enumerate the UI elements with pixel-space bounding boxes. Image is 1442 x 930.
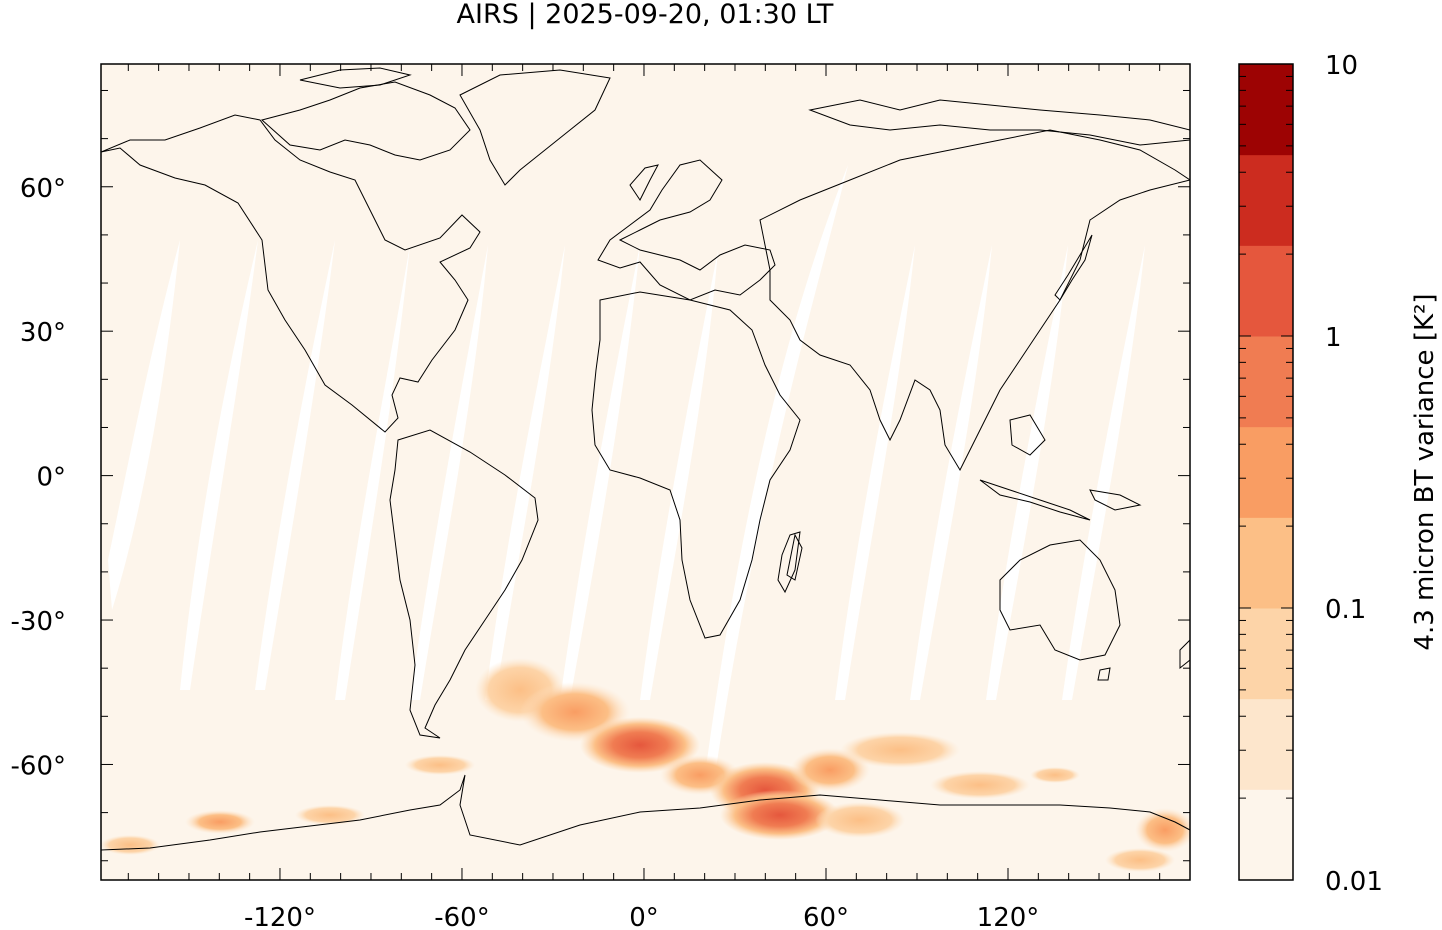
colorbar-band: [1239, 608, 1293, 700]
colorbar-band: [1239, 154, 1293, 246]
colorbar-tick-label: 0.01: [1325, 867, 1383, 897]
colorbar-ticks: [1239, 75, 1293, 881]
x-tick-label: 0°: [629, 903, 659, 930]
colorbar-band: [1239, 789, 1293, 881]
coast-africa: [591, 291, 801, 639]
y-tick-label: -60°: [11, 751, 66, 781]
coast-antarctica: [101, 774, 1190, 851]
y-tick-label: 30°: [20, 318, 66, 348]
colorbar-tick-label: 0.1: [1325, 595, 1366, 625]
coast-south-america: [389, 429, 539, 739]
y-tick-label: 60°: [20, 174, 66, 204]
colorbar-tick-label: 1: [1325, 323, 1342, 353]
colorbar-frame: [1238, 63, 1294, 881]
map-title: AIRS | 2025-09-20, 01:30 LT: [457, 0, 834, 30]
colorbar-tick-labels: 10 1 0.1 0.01: [1325, 51, 1383, 897]
x-tick-label: -60°: [434, 903, 489, 930]
x-tick-label: 60°: [803, 903, 849, 930]
coast-north-america: [101, 114, 481, 433]
colorbar-band: [1239, 245, 1293, 337]
map-frame: [100, 63, 1191, 881]
coast-europe: [597, 159, 776, 301]
colorbar-band: [1239, 336, 1293, 428]
x-tick-label: -120°: [244, 903, 316, 930]
colorbar-band: [1239, 698, 1293, 790]
coast-asia: [759, 129, 1190, 472]
map-ticks: [101, 64, 1191, 880]
y-tick-labels: 60° 30° 0° -30° -60°: [11, 174, 66, 782]
colorbar-band: [1239, 64, 1293, 156]
x-tick-labels: -120° -60° 0° 60° 120°: [244, 903, 1039, 930]
colorbar-tick-label: 10: [1325, 51, 1358, 81]
y-tick-label: -30°: [11, 607, 66, 637]
y-tick-label: 0°: [36, 463, 66, 493]
colorbar-label: 4.3 micron BT variance [K²]: [1410, 293, 1440, 650]
colorbar-bands: [1239, 64, 1293, 881]
variance-field: [101, 658, 1190, 872]
colorbar-band: [1239, 426, 1293, 518]
colorbar-band: [1239, 517, 1293, 609]
x-tick-label: 120°: [977, 903, 1040, 930]
colorbar: 10 1 0.1 0.01 4.3 micron BT variance [K²]: [1238, 51, 1440, 897]
swath-gaps: [108, 165, 1145, 775]
map-panel: -120° -60° 0° 60° 120° 60° 30° 0° -30° -60°: [11, 63, 1191, 930]
coast-australia: [999, 539, 1121, 661]
coastlines: [101, 67, 1190, 851]
coast-greenland: [459, 69, 611, 186]
